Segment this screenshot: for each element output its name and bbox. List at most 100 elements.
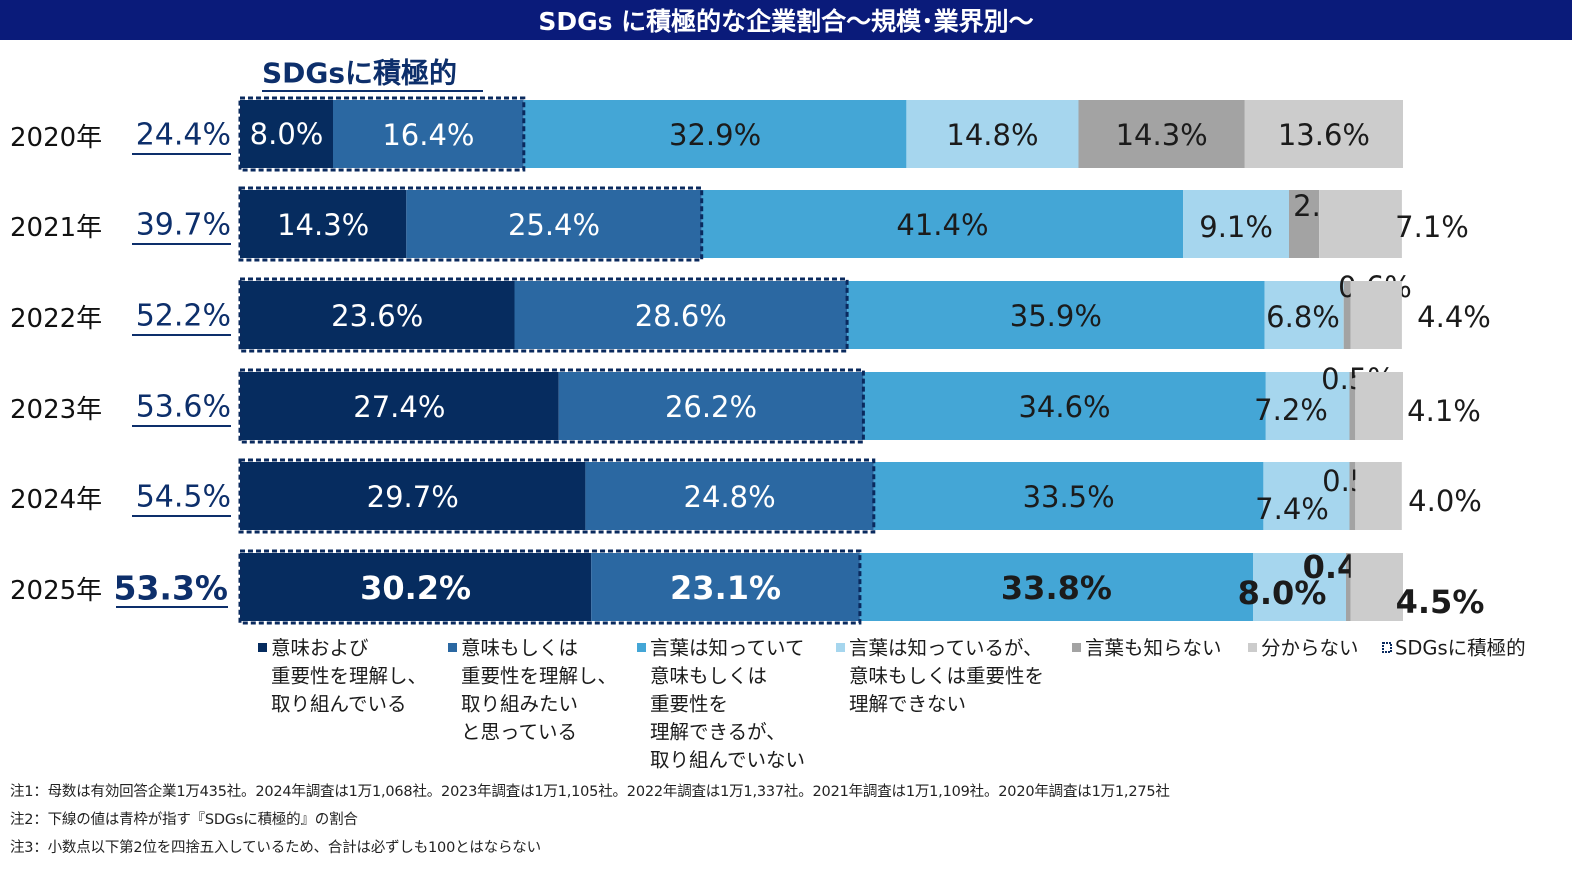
data-label: 41.4% [896, 208, 988, 242]
sdgs-dashed-frame [238, 186, 704, 262]
bar-segment [1319, 190, 1402, 258]
legend-label: と思っている [461, 721, 577, 744]
bar-segment [240, 553, 592, 621]
stacked-bar-chart: SDGsに積極的 2020年 24.4% 8.0% 16.4% 32.9% 14.8% 14.… [10, 57, 1526, 772]
legend-label: 言葉も知らない [1085, 637, 1222, 660]
data-label: 9.1% [1199, 210, 1273, 244]
highlight-total: 53.6% [136, 390, 231, 425]
data-label: 14.8% [946, 118, 1038, 152]
sdgs-dashed-frame [238, 368, 865, 444]
data-label: 4.1% [1407, 394, 1481, 428]
legend-label: 取り組んでいない [650, 749, 805, 772]
bar-segment [863, 372, 1266, 440]
bar-segment [240, 281, 515, 349]
data-label: 25.4% [508, 208, 600, 242]
highlight-total: 52.2% [136, 299, 231, 334]
bar-segment [558, 372, 864, 440]
data-label: 4.4% [1417, 300, 1491, 334]
bar-segment [523, 100, 907, 168]
chart-subtitle: SDGsに積極的 [262, 57, 457, 90]
bar-segment [1343, 281, 1351, 349]
data-label: 30.2% [360, 569, 471, 607]
bar-segment [1183, 190, 1289, 258]
legend-label: 意味もしくは重要性を [849, 665, 1044, 688]
data-label: 6.8% [1266, 300, 1340, 334]
data-label: 28.6% [635, 299, 727, 333]
data-label: 13.6% [1278, 118, 1370, 152]
legend-swatch [1248, 643, 1257, 652]
bar-segment [847, 281, 1265, 349]
data-label: 16.4% [382, 118, 474, 152]
note-2: 注2：下線の値は青枠が指す『SDGsに積極的』の割合 [10, 812, 358, 828]
data-label: 33.8% [1001, 569, 1112, 607]
legend-label: 意味もしくは [461, 637, 578, 660]
bar-segment [406, 190, 702, 258]
bar-segment [1263, 462, 1350, 530]
bar-segment [1289, 190, 1320, 258]
data-label: 8.0% [1238, 574, 1327, 612]
chart-title: SDGs に積極的な企業割合～規模･業界別～ [0, 0, 1572, 40]
sdgs-dashed-frame [238, 277, 849, 353]
year-label: 2024年 [10, 485, 102, 515]
bar-segment [1349, 372, 1356, 440]
data-label: 7.4% [1255, 492, 1329, 526]
data-label: 14.3% [277, 208, 369, 242]
bar-segment [240, 100, 333, 168]
legend-label: 取り組んでいる [271, 693, 407, 716]
data-label: 23.1% [670, 569, 781, 607]
data-label: 14.3% [1116, 118, 1208, 152]
bar-segment [240, 372, 559, 440]
legend-label: 理解できるが、 [650, 721, 786, 744]
highlight-total: 24.4% [136, 118, 231, 153]
legend-swatch [258, 643, 267, 652]
legend-label: 意味もしくは [650, 665, 767, 688]
legend-swatch [637, 643, 646, 652]
data-label: 23.6% [331, 299, 423, 333]
data-label: 33.5% [1023, 480, 1115, 514]
bar-segment [701, 190, 1184, 258]
bar-segment [333, 100, 524, 168]
year-label: 2025年 [10, 576, 102, 606]
legend-label: 分からない [1261, 637, 1359, 660]
bar-segment [859, 553, 1253, 621]
data-label: 8.0% [250, 117, 324, 151]
legend-label: 言葉は知っているが、 [849, 637, 1043, 660]
data-label: 27.4% [353, 390, 445, 424]
data-label: 7.2% [1254, 393, 1328, 427]
bar-segment [1346, 553, 1351, 621]
legend-label: 理解できない [849, 693, 966, 716]
highlight-total: 39.7% [136, 208, 231, 243]
bar-segment [1350, 281, 1402, 349]
bar-segment [1078, 100, 1245, 168]
bar-segment [240, 190, 407, 258]
legend-swatch [1072, 643, 1081, 652]
data-label: 34.6% [1018, 390, 1110, 424]
data-label: 7.1% [1395, 210, 1469, 244]
data-label: 24.8% [684, 480, 776, 514]
sdgs-dashed-frame [238, 96, 526, 172]
bar-segment [1355, 372, 1403, 440]
bar-segment [1264, 281, 1344, 349]
highlight-total: 53.3% [114, 569, 229, 608]
data-label: 35.9% [1010, 299, 1102, 333]
data-label: 4.0% [1408, 484, 1482, 518]
year-label: 2021年 [10, 213, 102, 243]
legend-label: SDGsに積極的 [1395, 637, 1526, 660]
legend-label: 重要性を [650, 693, 728, 716]
bar-segment [1350, 553, 1403, 621]
legend-swatch [1382, 642, 1392, 653]
data-label: 29.7% [367, 480, 459, 514]
sdgs-dashed-frame [238, 549, 862, 625]
legend-label: 取り組みたい [461, 693, 578, 716]
bar-segment [240, 462, 586, 530]
note-3: 注3：小数点以下第2位を四捨五入しているため、合計は必ずしも100とはならない [10, 840, 541, 856]
legend-swatch [448, 643, 457, 652]
legend-swatch [836, 643, 845, 652]
year-label: 2022年 [10, 304, 102, 334]
year-label: 2023年 [10, 395, 102, 425]
bar-segment [1265, 372, 1350, 440]
legend-label: 重要性を理解し、 [461, 665, 617, 688]
bar-segment [1244, 100, 1403, 168]
bar-segment [873, 462, 1264, 530]
legend-label: 重要性を理解し、 [271, 665, 427, 688]
